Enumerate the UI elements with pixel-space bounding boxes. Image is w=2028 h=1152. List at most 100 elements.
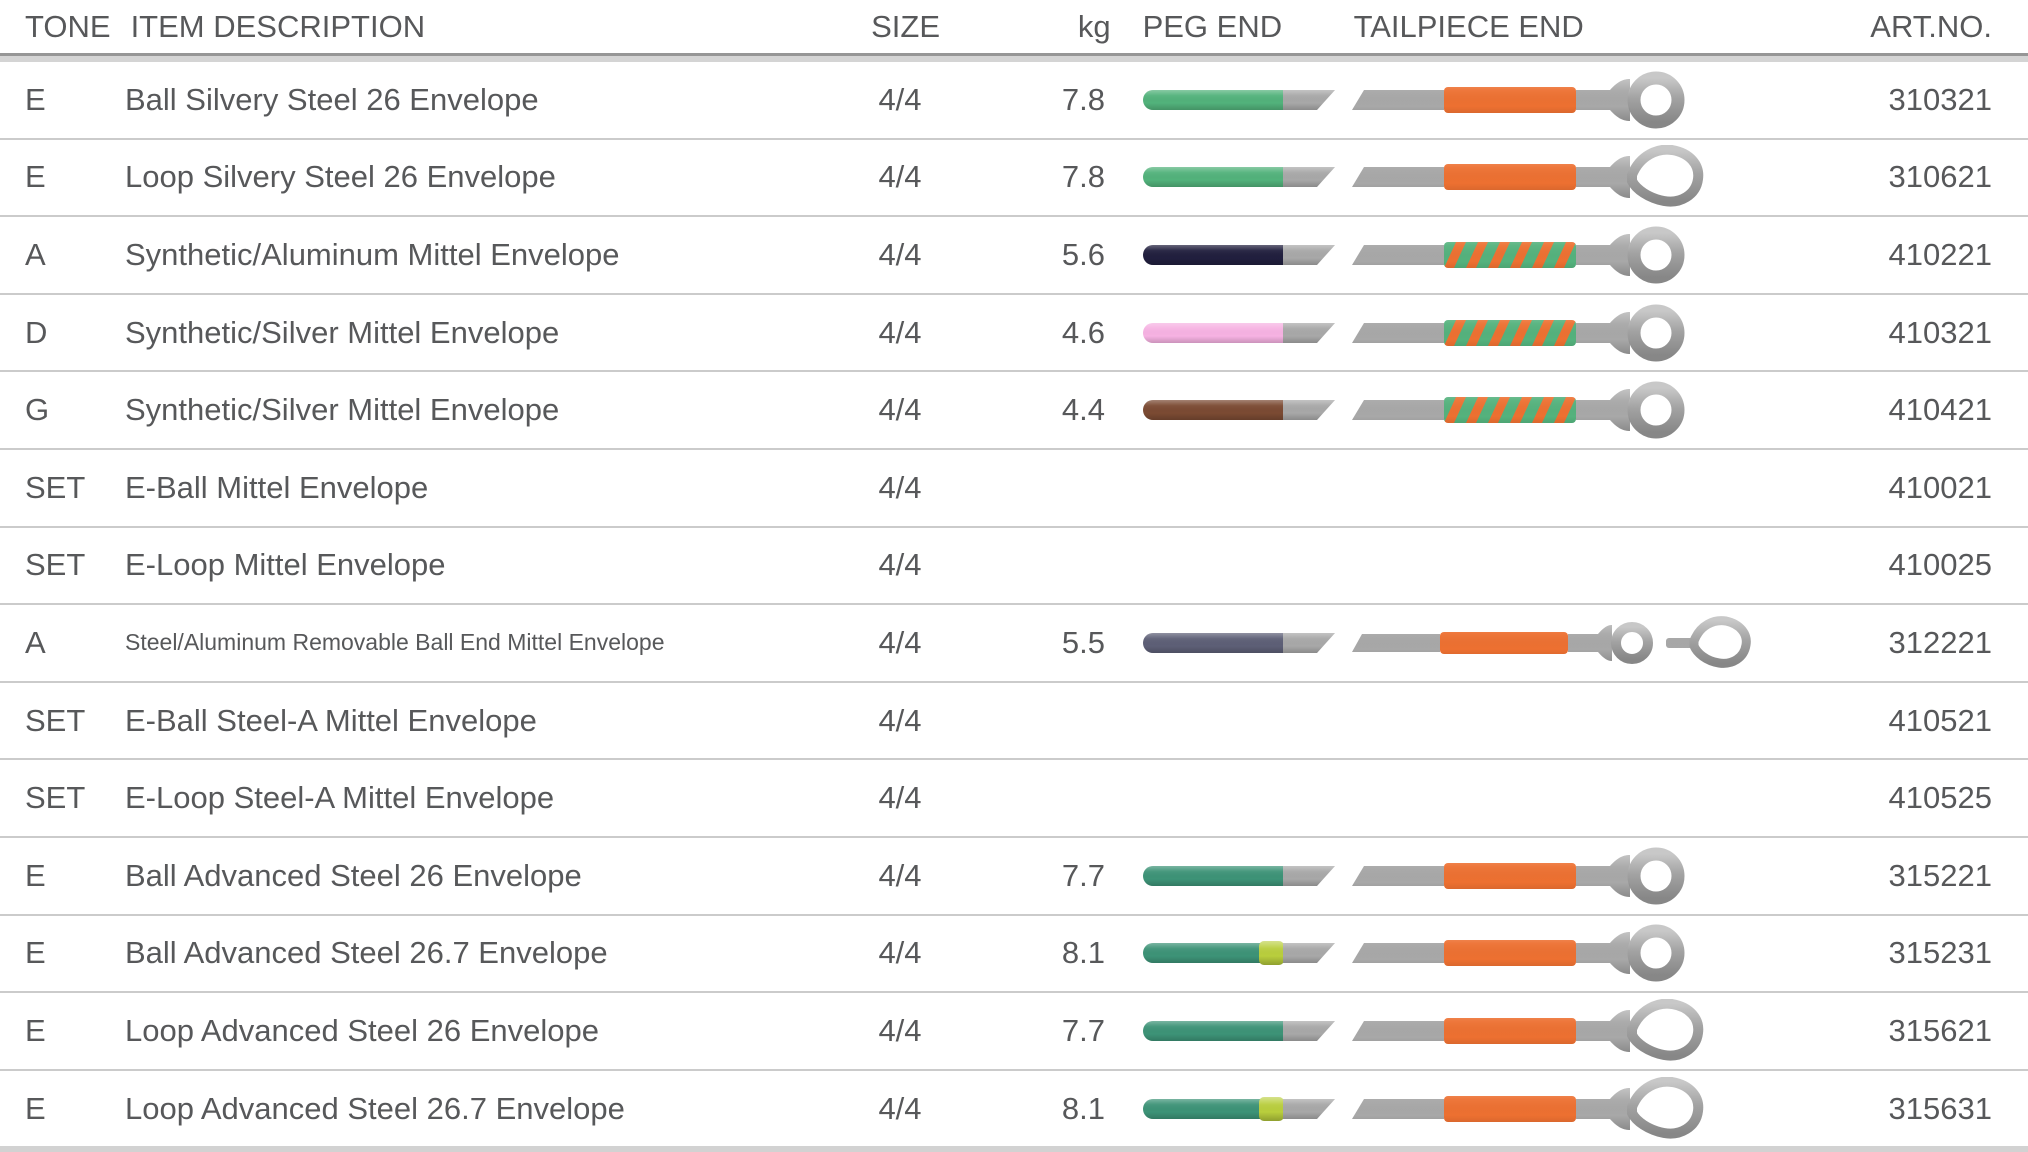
size-cell: 4/4 <box>878 1090 922 1126</box>
peg-end-string-icon <box>1125 1016 1340 1046</box>
art-no-cell: 315231 <box>1888 935 1992 971</box>
size-cell: 4/4 <box>878 81 922 117</box>
art-no-cell: 315631 <box>1888 1090 1992 1126</box>
table-row: SET E-Ball Steel-A Mittel Envelope 4/4 4… <box>0 682 2028 761</box>
size-cell: 4/4 <box>878 236 922 272</box>
art-no-cell: 315221 <box>1888 857 1992 893</box>
item-description-cell: Ball Advanced Steel 26 Envelope <box>125 857 582 893</box>
peg-end-string-icon <box>1125 1094 1340 1124</box>
size-cell: 4/4 <box>878 392 922 428</box>
header-tailpiece-end: TAILPIECE END <box>1353 8 1584 44</box>
tailpiece-end-string-icon <box>1340 68 1740 132</box>
peg-end-string-icon <box>1125 395 1340 425</box>
table-row: E Loop Silvery Steel 26 Envelope 4/4 7.8… <box>0 139 2028 218</box>
header-divider <box>0 53 2028 62</box>
table-row: E Ball Advanced Steel 26 Envelope 4/4 7.… <box>0 837 2028 916</box>
peg-end-string-icon <box>1125 861 1340 891</box>
item-description-cell: Loop Advanced Steel 26.7 Envelope <box>125 1090 625 1126</box>
peg-end-string-icon <box>1125 938 1340 968</box>
tone-cell: E <box>25 857 46 893</box>
tailpiece-end-string-icon <box>1340 611 1768 675</box>
tailpiece-end-string-icon <box>1340 378 1740 442</box>
tailpiece-end-string-icon <box>1340 998 1740 1063</box>
art-no-cell: 410021 <box>1888 469 1992 505</box>
header-kg: kg <box>1077 8 1111 44</box>
art-no-cell: 410525 <box>1888 780 1992 816</box>
kg-cell: 7.7 <box>1061 857 1105 893</box>
item-description-cell: E-Ball Steel-A Mittel Envelope <box>125 702 537 738</box>
table-row: SET E-Ball Mittel Envelope 4/4 410021 <box>0 449 2028 528</box>
art-no-cell: 312221 <box>1888 624 1992 660</box>
size-cell: 4/4 <box>878 547 922 583</box>
kg-cell: 7.8 <box>1061 159 1105 195</box>
tone-cell: SET <box>25 469 86 505</box>
kg-cell: 4.4 <box>1061 392 1105 428</box>
tailpiece-end-string-icon <box>1340 301 1740 365</box>
peg-end-string-icon <box>1125 85 1340 115</box>
tone-cell: A <box>25 236 46 272</box>
tone-cell: E <box>25 1012 46 1048</box>
item-description-cell: Ball Silvery Steel 26 Envelope <box>125 81 539 117</box>
tailpiece-end-string-icon <box>1340 921 1740 985</box>
tone-cell: A <box>25 624 46 660</box>
tone-cell: SET <box>25 780 86 816</box>
kg-cell: 5.5 <box>1061 624 1105 660</box>
kg-cell: 5.6 <box>1061 236 1105 272</box>
size-cell: 4/4 <box>878 857 922 893</box>
table-row: E Loop Advanced Steel 26 Envelope 4/4 7.… <box>0 993 2028 1071</box>
tone-cell: SET <box>25 702 86 738</box>
peg-end-string-icon <box>1125 162 1340 192</box>
item-description-cell: E-Loop Mittel Envelope <box>125 547 446 583</box>
tailpiece-end-string-icon <box>1340 844 1740 908</box>
art-no-cell: 310321 <box>1888 81 1992 117</box>
art-no-cell: 410421 <box>1888 392 1992 428</box>
item-description-cell: Synthetic/Silver Mittel Envelope <box>125 392 560 428</box>
size-cell: 4/4 <box>878 159 922 195</box>
tailpiece-end-string-icon <box>1340 223 1740 287</box>
table-header-row: TONE ITEM DESCRIPTION SIZE kg PEG END TA… <box>0 0 2028 53</box>
size-cell: 4/4 <box>878 1012 922 1048</box>
peg-end-string-icon <box>1125 318 1340 348</box>
peg-end-string-icon <box>1125 628 1340 658</box>
kg-cell: 8.1 <box>1061 935 1105 971</box>
kg-cell: 7.7 <box>1061 1012 1105 1048</box>
tone-cell: E <box>25 159 46 195</box>
item-description-cell: E-Ball Mittel Envelope <box>125 469 429 505</box>
table-row: SET E-Loop Mittel Envelope 4/4 410025 <box>0 527 2028 606</box>
table-row: SET E-Loop Steel-A Mittel Envelope 4/4 4… <box>0 760 2028 838</box>
tailpiece-end-string-icon <box>1340 1076 1740 1141</box>
tone-cell: E <box>25 1090 46 1126</box>
size-cell: 4/4 <box>878 469 922 505</box>
table-row: E Loop Advanced Steel 26.7 Envelope 4/4 … <box>0 1070 2028 1152</box>
header-peg-end: PEG END <box>1142 8 1283 44</box>
kg-cell: 4.6 <box>1061 314 1105 350</box>
item-description-cell: Loop Silvery Steel 26 Envelope <box>125 159 556 195</box>
item-description-cell: E-Loop Steel-A Mittel Envelope <box>125 780 555 816</box>
tone-cell: G <box>25 392 50 428</box>
kg-cell: 8.1 <box>1061 1090 1105 1126</box>
table-row: A Synthetic/Aluminum Mittel Envelope 4/4… <box>0 217 2028 295</box>
table-row: A Steel/Aluminum Removable Ball End Mitt… <box>0 605 2028 683</box>
item-description-cell: Synthetic/Silver Mittel Envelope <box>125 314 560 350</box>
header-size: SIZE <box>871 8 941 44</box>
art-no-cell: 410321 <box>1888 314 1992 350</box>
art-no-cell: 315621 <box>1888 1012 1992 1048</box>
header-item-description: ITEM DESCRIPTION <box>130 8 426 44</box>
kg-cell: 7.8 <box>1061 81 1105 117</box>
item-description-cell: Synthetic/Aluminum Mittel Envelope <box>125 236 620 272</box>
art-no-cell: 410521 <box>1888 702 1992 738</box>
item-description-cell: Ball Advanced Steel 26.7 Envelope <box>125 935 608 971</box>
tone-cell: D <box>25 314 48 350</box>
header-tone: TONE <box>25 8 111 44</box>
table-row: D Synthetic/Silver Mittel Envelope 4/4 4… <box>0 294 2028 373</box>
item-description-cell: Steel/Aluminum Removable Ball End Mittel… <box>125 629 665 656</box>
art-no-cell: 410221 <box>1888 236 1992 272</box>
art-no-cell: 410025 <box>1888 547 1992 583</box>
tone-cell: E <box>25 81 46 117</box>
table-row: G Synthetic/Silver Mittel Envelope 4/4 4… <box>0 372 2028 450</box>
size-cell: 4/4 <box>878 314 922 350</box>
header-art-no: ART.NO. <box>1870 8 1992 44</box>
size-cell: 4/4 <box>878 624 922 660</box>
size-cell: 4/4 <box>878 780 922 816</box>
item-description-cell: Loop Advanced Steel 26 Envelope <box>125 1012 599 1048</box>
